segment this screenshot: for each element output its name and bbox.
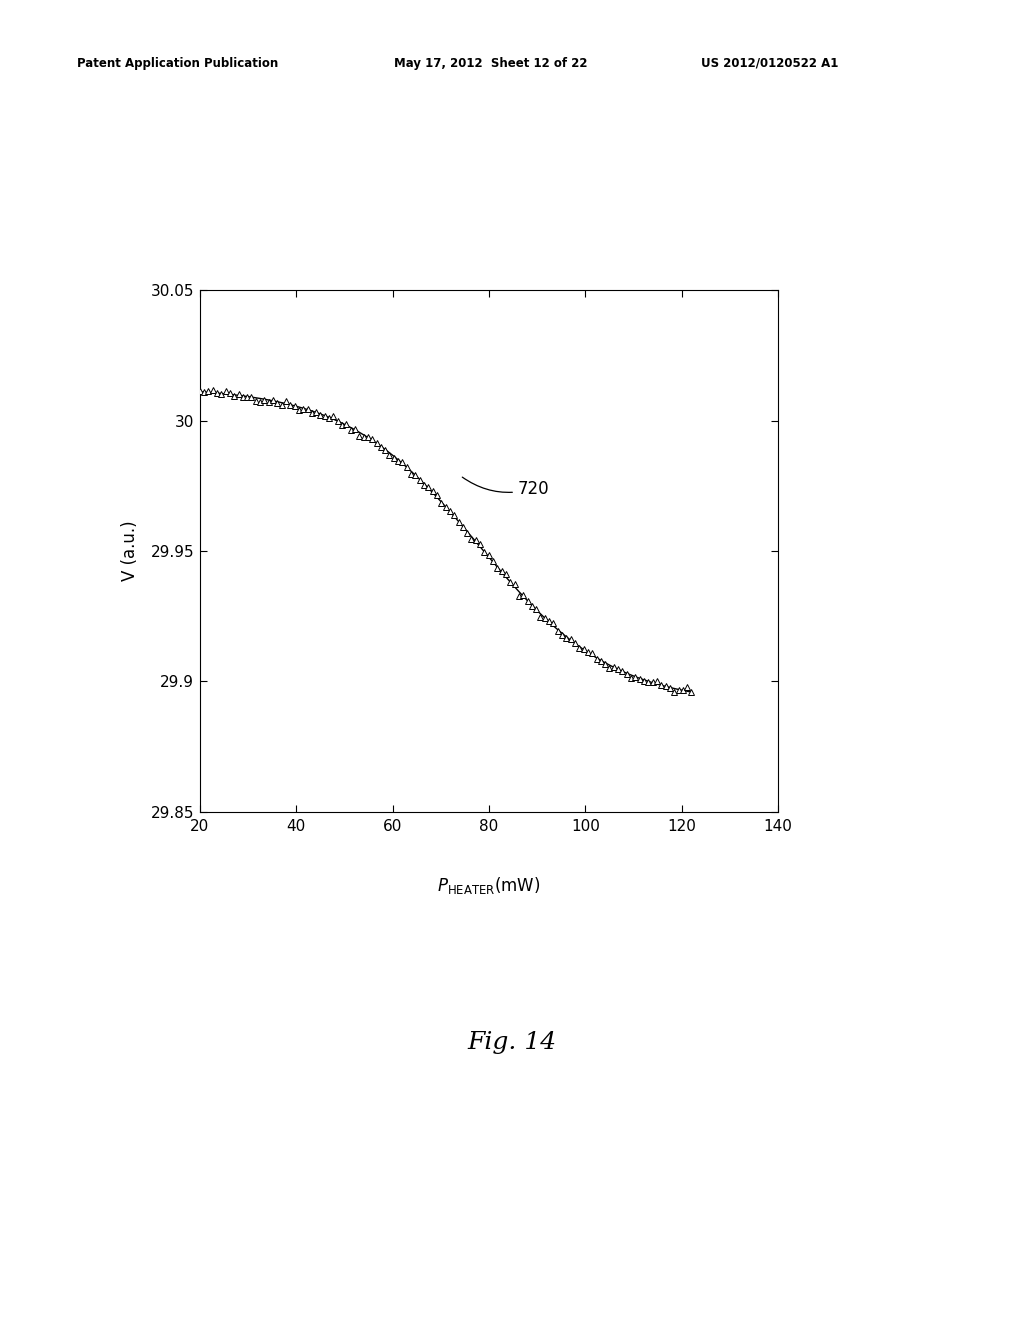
Text: Fig. 14: Fig. 14 bbox=[467, 1031, 557, 1055]
Text: Patent Application Publication: Patent Application Publication bbox=[77, 57, 279, 70]
Text: US 2012/0120522 A1: US 2012/0120522 A1 bbox=[701, 57, 839, 70]
Text: 720: 720 bbox=[462, 477, 550, 498]
Text: May 17, 2012  Sheet 12 of 22: May 17, 2012 Sheet 12 of 22 bbox=[394, 57, 588, 70]
Text: $P_{\mathrm{HEATER}}$(mW): $P_{\mathrm{HEATER}}$(mW) bbox=[437, 875, 541, 896]
Y-axis label: V (a.u.): V (a.u.) bbox=[122, 521, 139, 581]
